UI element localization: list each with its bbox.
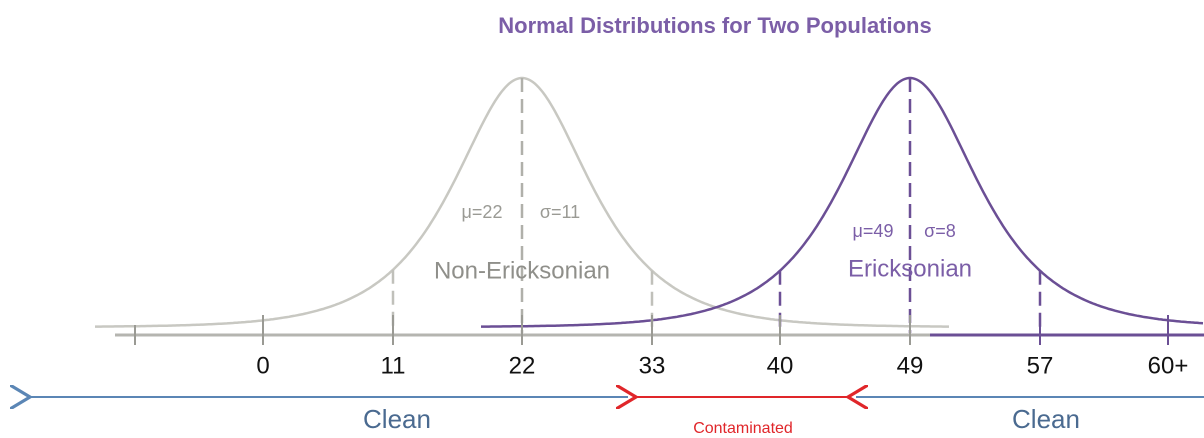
mean-label: μ=49 — [853, 221, 894, 241]
curve — [481, 76, 1204, 328]
tick-label: 22 — [509, 352, 536, 379]
tick-label: 0 — [256, 352, 269, 379]
tick-label: 49 — [897, 352, 924, 379]
region-label: Clean — [363, 404, 431, 434]
mean-label: μ=22 — [462, 202, 503, 222]
ticks: 0 11 22 33 40 49 57 60+ — [134, 315, 1189, 379]
curves — [95, 76, 1204, 333]
tick-label: 11 — [381, 352, 406, 379]
title: Normal Distributions for Two Populations — [498, 13, 931, 38]
tick-label: 60+ — [1148, 352, 1189, 379]
sd-label: σ=11 — [540, 202, 580, 222]
curve-name: Non-Ericksonian — [434, 257, 610, 284]
tick-label: 57 — [1027, 352, 1054, 379]
curve-name: Ericksonian — [848, 255, 972, 282]
tick-label: 33 — [639, 352, 666, 379]
tick-label: 40 — [767, 352, 794, 379]
region-label: Contaminated — [693, 420, 793, 437]
sd-label: σ=8 — [924, 221, 956, 241]
region-label: Clean — [1012, 404, 1080, 434]
